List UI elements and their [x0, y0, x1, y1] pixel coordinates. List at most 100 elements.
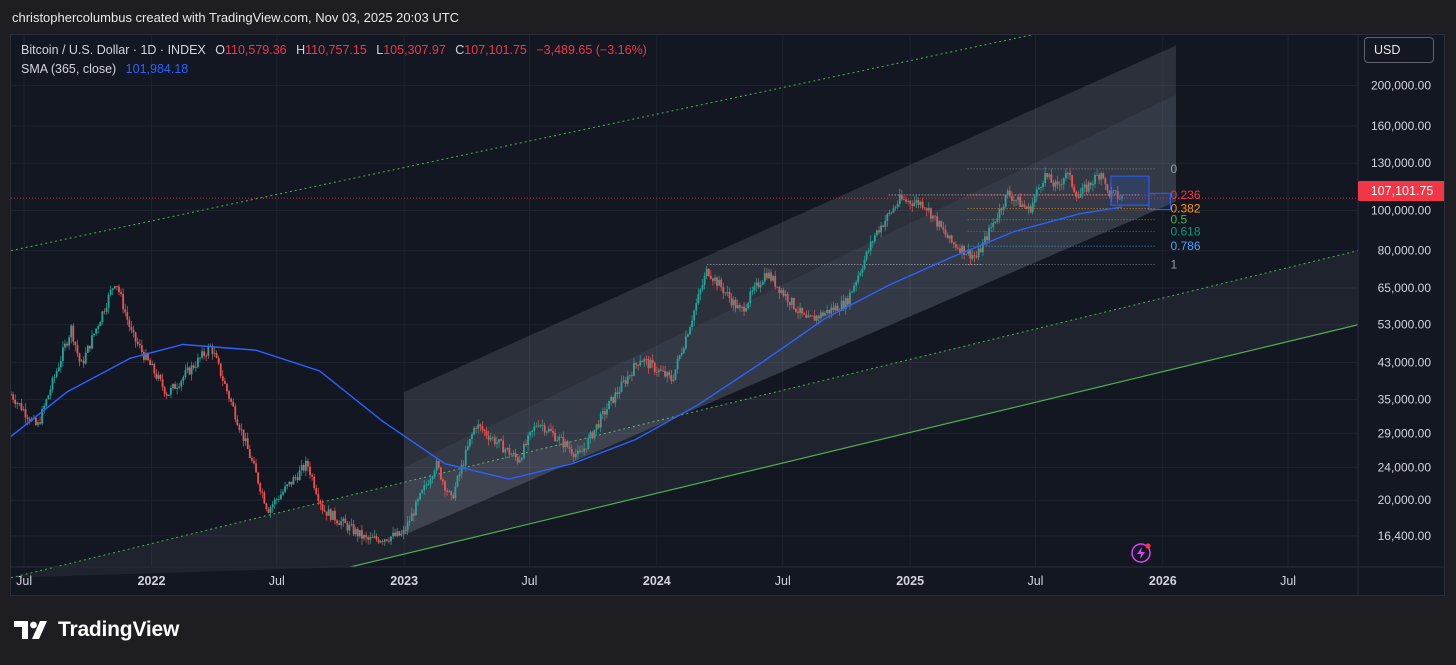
candle-body: [907, 200, 909, 202]
candle-body: [655, 372, 658, 373]
x-tick-label: Jul: [269, 574, 285, 588]
candle-body: [747, 302, 750, 309]
fib-level-label: 0: [1170, 162, 1177, 176]
position-box-small: [1148, 192, 1171, 211]
candle-body: [772, 275, 775, 281]
candle-body: [261, 491, 264, 493]
candle-body: [62, 347, 64, 361]
candle-body: [662, 370, 664, 372]
candle-body: [1087, 182, 1090, 192]
candle-body: [53, 376, 56, 378]
position-box: [1110, 175, 1150, 206]
sma-label[interactable]: SMA (365, close): [21, 62, 117, 76]
y-tick-label: 80,000.00: [1378, 244, 1432, 258]
currency-button[interactable]: USD: [1364, 37, 1434, 63]
candle-body: [182, 376, 185, 381]
candle-body: [103, 311, 106, 313]
candle-body: [768, 272, 770, 279]
candle-body: [950, 235, 953, 243]
candle-body: [803, 313, 806, 315]
x-tick-label: Jul: [1280, 574, 1296, 588]
candle-body: [637, 364, 640, 366]
candle-body: [132, 329, 135, 333]
candle-body: [562, 437, 565, 448]
candle-body: [693, 310, 696, 321]
candle-body: [178, 386, 181, 388]
legend-row-price: Bitcoin / U.S. Dollar · 1D · INDEX O110,…: [21, 41, 647, 60]
candle-body: [485, 431, 488, 436]
symbol-label[interactable]: Bitcoin / U.S. Dollar · 1D · INDEX: [21, 43, 206, 57]
candle-body: [82, 360, 85, 364]
candle-body: [423, 485, 426, 491]
candle-body: [876, 230, 878, 236]
candle-body: [682, 348, 685, 354]
candle-body: [1077, 197, 1080, 198]
candle-body: [934, 215, 936, 217]
candle-body: [630, 375, 633, 376]
candle-body: [1114, 190, 1117, 192]
candle-body: [992, 222, 995, 228]
candle-body: [196, 357, 199, 367]
candle-body: [354, 528, 357, 535]
candle-body: [905, 199, 907, 202]
chart-legend: Bitcoin / U.S. Dollar · 1D · INDEX O110,…: [21, 41, 647, 79]
green-channel-lower-line: [350, 324, 1359, 568]
candle-body: [1121, 196, 1123, 199]
candle-body: [684, 336, 687, 349]
candle-body: [28, 419, 31, 422]
candle-body: [770, 272, 772, 281]
candle-body: [878, 230, 880, 233]
candle-body: [398, 531, 401, 536]
candle-body: [539, 425, 542, 427]
candle-body: [1008, 190, 1011, 197]
regression-channel-inner: [404, 94, 1176, 535]
candle-body: [419, 493, 421, 500]
candle-body: [37, 422, 39, 425]
y-tick-label: 29,000.00: [1378, 426, 1432, 440]
candle-body: [813, 315, 816, 321]
candle-body: [558, 436, 561, 441]
candle-body: [832, 307, 835, 311]
candle-body: [394, 532, 397, 537]
candle-body: [487, 435, 490, 440]
candle-body: [811, 315, 814, 317]
candle-body: [736, 305, 739, 309]
candle-body: [1073, 186, 1076, 192]
candle-body: [585, 448, 588, 450]
candle-body: [130, 326, 133, 330]
footer: TradingView: [0, 596, 1456, 665]
candle-body: [730, 297, 733, 306]
chart-pane[interactable]: 0 0.236 0.382 0.5 0.618 0.786 1 200,000.00 160,…: [10, 34, 1445, 596]
tradingview-logo[interactable]: TradingView: [14, 618, 179, 642]
candle-body: [226, 383, 228, 392]
candle-body: [597, 424, 600, 428]
candle-body: [352, 524, 355, 535]
candle-body: [714, 277, 716, 281]
candle-body: [234, 406, 237, 420]
candle-body: [691, 320, 694, 328]
candle-body: [782, 290, 785, 296]
candle-body: [365, 535, 367, 538]
candle-body: [1054, 181, 1057, 187]
candle-body: [221, 376, 224, 381]
open-label: O: [215, 43, 225, 57]
candle-body: [919, 201, 922, 206]
candle-body: [599, 413, 602, 428]
candle-body: [506, 448, 509, 450]
candle-body: [543, 425, 546, 433]
candle-body: [830, 307, 833, 314]
candle-body: [666, 372, 669, 377]
candle-body: [593, 429, 596, 439]
candle-body: [300, 465, 303, 471]
candle-body: [157, 374, 160, 379]
x-tick-label: Jul: [775, 574, 791, 588]
candle-body: [608, 400, 610, 410]
candle-body: [284, 486, 287, 492]
candle-body: [116, 286, 118, 287]
x-tick-label: 2022: [138, 574, 166, 588]
candle-body: [205, 355, 208, 357]
candle-body: [550, 428, 552, 431]
candle-body: [1021, 204, 1024, 207]
candle-body: [153, 363, 156, 374]
